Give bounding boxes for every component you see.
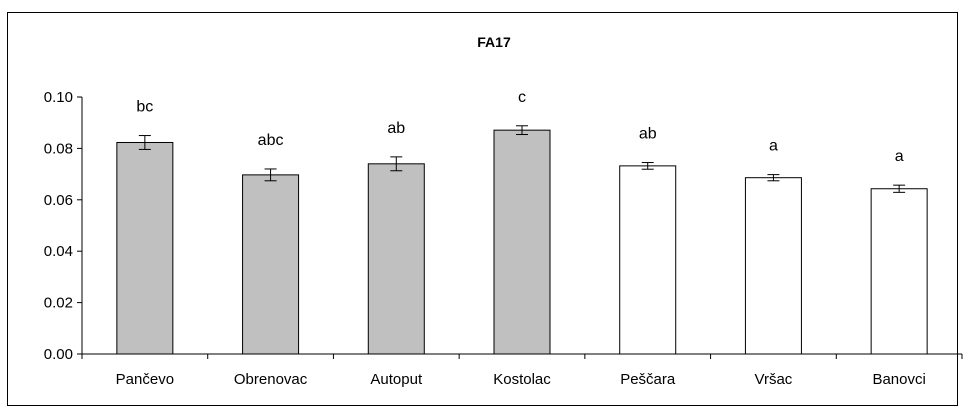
bar-2 bbox=[367, 163, 425, 355]
category-label-4: Peščara bbox=[620, 371, 676, 388]
y-tick-label: 0.06 bbox=[44, 192, 73, 209]
chart-title: FA17 bbox=[477, 34, 511, 50]
y-tick-label: 0.10 bbox=[44, 89, 73, 106]
category-label-0: Pančevo bbox=[116, 371, 174, 388]
bar-3 bbox=[493, 129, 551, 355]
bar-5 bbox=[744, 177, 802, 355]
y-tick-label: 0.08 bbox=[44, 140, 73, 157]
x-axis bbox=[81, 353, 963, 359]
bar-1 bbox=[242, 174, 300, 355]
bars bbox=[116, 129, 928, 355]
y-axis: 0.00 0.02 0.04 0.06 0.08 0.10 bbox=[44, 89, 83, 363]
significance-label-5: a bbox=[769, 138, 778, 155]
y-tick-label: 0.04 bbox=[44, 243, 73, 260]
category-label-2: Autoput bbox=[370, 371, 423, 388]
error-bars bbox=[138, 125, 906, 193]
significance-label-3: c bbox=[518, 89, 526, 106]
significance-label-2: ab bbox=[387, 120, 405, 137]
category-label-3: Kostolac bbox=[493, 371, 551, 388]
category-labels: Pančevo Obrenovac Autoput Kostolac Peščara Vr… bbox=[116, 371, 926, 388]
bar-6 bbox=[870, 188, 928, 355]
significance-label-1: abc bbox=[258, 132, 284, 149]
category-label-6: Banovci bbox=[872, 371, 925, 388]
y-tick-label: 0.00 bbox=[44, 346, 73, 363]
significance-label-6: a bbox=[895, 148, 904, 165]
significance-label-0: bc bbox=[136, 99, 153, 116]
category-label-5: Vršac bbox=[755, 371, 793, 388]
significance-label-4: ab bbox=[639, 126, 657, 143]
bar-0 bbox=[116, 141, 174, 355]
y-tick-label: 0.02 bbox=[44, 295, 73, 312]
category-label-1: Obrenovac bbox=[234, 371, 308, 388]
bar-4 bbox=[619, 165, 677, 355]
